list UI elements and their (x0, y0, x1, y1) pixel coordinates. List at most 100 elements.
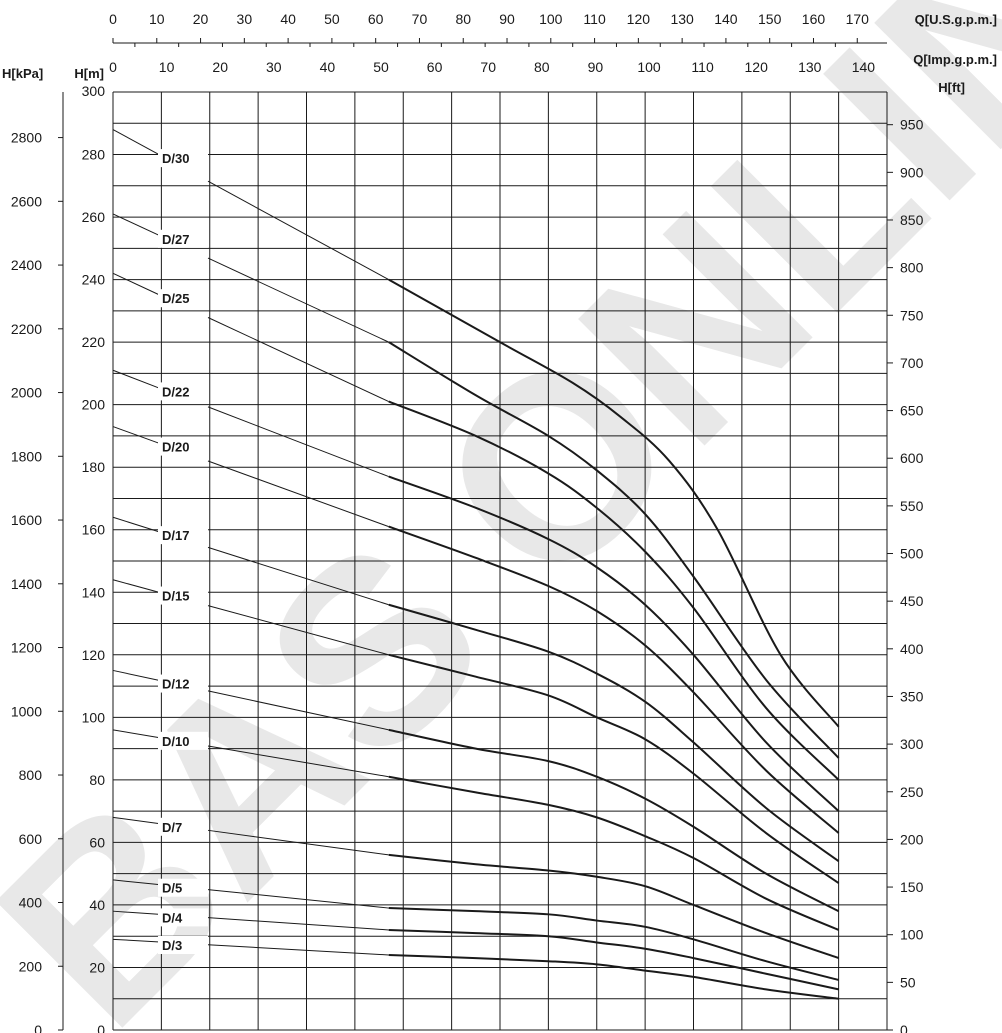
tick-label-usgpm: 10 (149, 11, 165, 27)
tick-label-ft: 300 (900, 736, 924, 752)
curve-label-bg (158, 229, 208, 248)
leader-line (207, 829, 389, 856)
tick-label-ft: 250 (900, 784, 924, 800)
curve-label-bg (158, 437, 208, 456)
curve-label: D/12 (162, 677, 189, 692)
tick-label-kpa: 1200 (11, 640, 42, 656)
tick-label-usgpm: 140 (714, 11, 738, 27)
leader-line (112, 129, 163, 157)
curve-d-15 (388, 653, 840, 884)
tick-label-ft: 750 (900, 307, 924, 323)
tick-label-impgpm: 30 (266, 59, 282, 75)
tick-label-m: 20 (89, 959, 105, 975)
curve-d-12 (388, 728, 840, 913)
tick-label-ft: 600 (900, 450, 924, 466)
tick-label-usgpm: 50 (324, 11, 340, 27)
tick-label-kpa: 1800 (11, 448, 42, 464)
leader-line (207, 317, 389, 402)
tick-label-m: 220 (82, 334, 106, 350)
tick-label-usgpm: 120 (627, 11, 651, 27)
curve-label: D/25 (162, 291, 189, 306)
tick-label-impgpm: 80 (534, 59, 550, 75)
tick-label-ft: 500 (900, 546, 924, 562)
leader-line (112, 816, 163, 825)
tick-label-usgpm: 20 (193, 11, 209, 27)
tick-label-ft: 950 (900, 117, 924, 133)
leader-line (112, 369, 163, 390)
tick-label-m: 120 (82, 647, 106, 663)
curve-d-3 (388, 953, 839, 1000)
tick-label-usgpm: 60 (368, 11, 384, 27)
curve-label: D/17 (162, 528, 189, 543)
tick-label-m: 40 (89, 897, 105, 913)
tick-label-usgpm: 170 (846, 11, 870, 27)
curve-label: D/4 (162, 910, 183, 925)
tick-label-ft: 150 (900, 879, 924, 895)
curve-label: D/15 (162, 589, 189, 604)
tick-label-impgpm: 60 (427, 59, 443, 75)
tick-label-impgpm: 10 (159, 59, 175, 75)
leader-line (207, 180, 389, 281)
tick-label-impgpm: 40 (320, 59, 336, 75)
tick-label-usgpm: 110 (583, 11, 606, 27)
tick-label-kpa: 400 (19, 895, 43, 911)
tick-label-ft: 900 (900, 164, 924, 180)
curve-d-22 (388, 475, 840, 812)
curve-d-17 (388, 603, 840, 862)
leader-line (112, 729, 163, 739)
curve-d-20 (388, 525, 840, 834)
tick-label-kpa: 2400 (11, 257, 42, 273)
curve-label-bg (158, 382, 208, 401)
tick-label-kpa: 200 (19, 958, 43, 974)
grid (112, 91, 888, 1031)
curve-d-25 (388, 400, 840, 781)
tick-label-kpa: 2800 (11, 130, 42, 146)
leader-line (112, 516, 163, 534)
axis-title-m: H[m] (74, 66, 104, 81)
curve-d-30 (388, 278, 840, 728)
tick-label-kpa: 2600 (11, 193, 42, 209)
tick-label-impgpm: 0 (109, 59, 117, 75)
leader-line (207, 257, 389, 343)
leader-line (112, 426, 163, 445)
tick-label-usgpm: 90 (499, 11, 515, 27)
tick-label-m: 80 (89, 772, 105, 788)
tick-label-usgpm: 150 (758, 11, 782, 27)
axis-title-kpa: H[kPa] (2, 66, 43, 81)
tick-label-ft: 850 (900, 212, 924, 228)
leader-line (207, 889, 389, 909)
curve-label: D/10 (162, 734, 189, 749)
tick-label-kpa: 1400 (11, 576, 42, 592)
tick-label-usgpm: 70 (412, 11, 428, 27)
tick-label-m: 0 (97, 1022, 105, 1033)
tick-label-kpa: 2000 (11, 385, 42, 401)
leader-line (112, 879, 163, 886)
tick-label-ft: 200 (900, 831, 924, 847)
axis-title-impgpm: Q[Imp.g.p.m.] (913, 52, 997, 67)
curve-label-bg (158, 908, 208, 927)
tick-label-impgpm: 140 (852, 59, 876, 75)
curve-label: D/3 (162, 938, 182, 953)
tick-label-m: 280 (82, 147, 106, 163)
tick-label-impgpm: 20 (212, 59, 228, 75)
tick-label-usgpm: 30 (237, 11, 253, 27)
tick-label-m: 100 (82, 709, 106, 725)
curve-label: D/5 (162, 881, 182, 896)
curve-label-bg (158, 586, 208, 605)
leader-line (207, 944, 389, 956)
tick-label-impgpm: 100 (637, 59, 661, 75)
curve-d-7 (388, 853, 839, 960)
tick-label-ft: 0 (900, 1022, 908, 1033)
axes: 0 10 20 30 40 50 60 70 80 90 100 110 120 130 140 150 160… (2, 11, 997, 1033)
leader-line (207, 546, 389, 606)
tick-label-m: 260 (82, 209, 106, 225)
tick-label-ft: 650 (900, 403, 924, 419)
curves (112, 129, 840, 1000)
tick-label-m: 60 (89, 834, 105, 850)
leader-line (207, 605, 389, 656)
tick-label-impgpm: 90 (588, 59, 604, 75)
tick-label-ft: 550 (900, 498, 924, 514)
tick-label-kpa: 0 (34, 1022, 42, 1033)
curve-labels: D/30 D/27 D/25 D/22 D/20 D/17 D/15 D/12 D/10 D/7 D… (158, 149, 208, 954)
